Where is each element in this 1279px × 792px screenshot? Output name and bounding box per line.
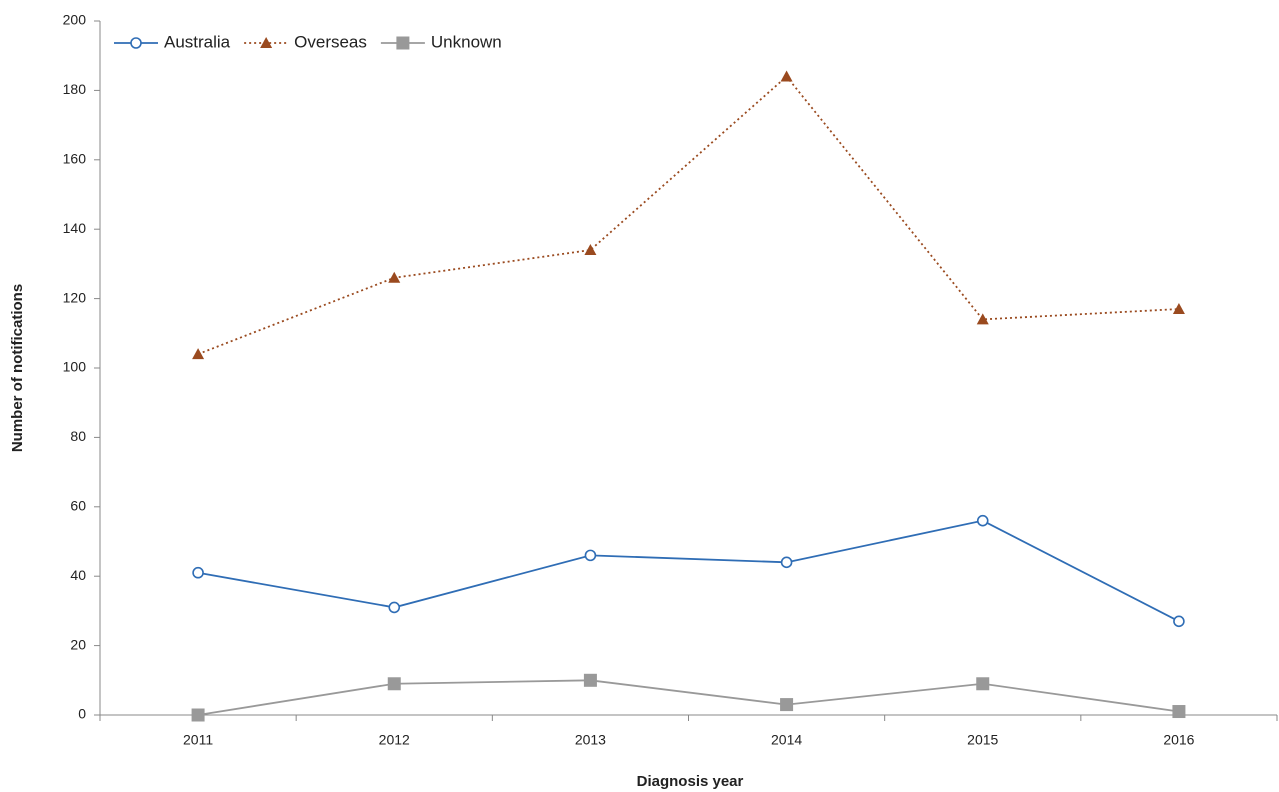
marker (780, 698, 794, 712)
y-axis-title: Number of notifications (9, 284, 26, 452)
y-tick-label: 0 (78, 706, 86, 722)
y-tick-label: 100 (63, 359, 87, 375)
marker (192, 566, 204, 579)
marker (976, 677, 990, 691)
y-tick-label: 160 (63, 151, 87, 167)
marker (584, 549, 597, 562)
marker (130, 37, 142, 49)
marker (584, 244, 597, 256)
legend-label: Overseas (294, 32, 367, 51)
x-tick-label: 2016 (1163, 732, 1194, 748)
marker (260, 37, 273, 48)
marker (976, 313, 989, 325)
marker (976, 514, 989, 527)
x-axis-title: Diagnosis year (637, 773, 744, 790)
x-tick-label: 2012 (379, 732, 410, 748)
x-tick-label: 2014 (771, 732, 802, 748)
marker (780, 556, 793, 569)
marker (1172, 705, 1186, 719)
x-tick-label: 2015 (967, 732, 998, 748)
series-line (197, 519, 1180, 623)
marker (1172, 303, 1185, 315)
y-tick-label: 60 (70, 498, 86, 514)
y-tick-label: 120 (63, 289, 87, 305)
marker (387, 677, 401, 691)
y-tick-label: 180 (63, 81, 87, 97)
y-tick-label: 40 (70, 567, 86, 583)
y-tick-label: 200 (63, 12, 87, 28)
y-tick-label: 140 (63, 220, 87, 236)
marker (192, 348, 205, 360)
y-tick-label: 80 (70, 428, 86, 444)
x-tick-label: 2013 (575, 732, 606, 748)
marker (396, 36, 410, 50)
marker (388, 271, 401, 283)
marker (191, 708, 205, 722)
series-line (197, 75, 1179, 355)
marker (780, 70, 793, 82)
marker (388, 601, 401, 614)
marker (583, 673, 597, 687)
y-tick-label: 20 (70, 636, 86, 652)
marker (1173, 615, 1185, 628)
series-line (197, 679, 1180, 716)
legend-label: Unknown (431, 32, 502, 51)
x-tick-label: 2011 (183, 732, 213, 748)
legend-label: Australia (164, 32, 231, 51)
